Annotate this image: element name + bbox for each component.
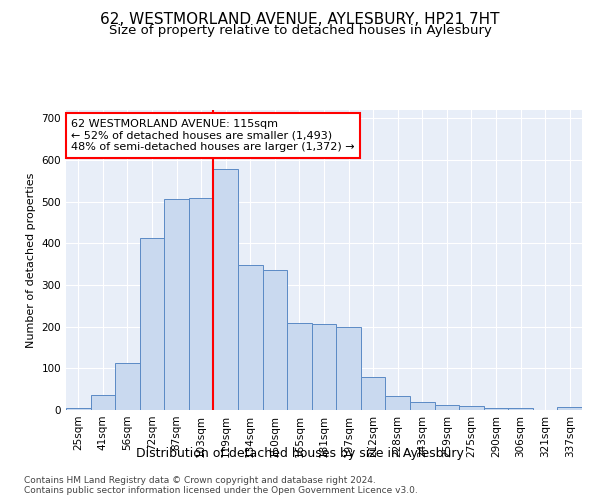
Bar [189,198,214,410]
Bar [214,169,238,410]
Bar [410,402,434,410]
Bar [115,364,140,410]
Bar [484,408,508,410]
Text: Size of property relative to detached houses in Aylesbury: Size of property relative to detached ho… [109,24,491,37]
Bar [287,322,312,410]
Bar [557,407,582,410]
Bar [434,405,459,410]
Bar [336,326,361,410]
Bar [91,396,115,410]
Y-axis label: Number of detached properties: Number of detached properties [26,172,36,348]
Bar [361,376,385,410]
Bar [66,408,91,410]
Text: Contains HM Land Registry data © Crown copyright and database right 2024.
Contai: Contains HM Land Registry data © Crown c… [24,476,418,495]
Text: 62 WESTMORLAND AVENUE: 115sqm
← 52% of detached houses are smaller (1,493)
48% o: 62 WESTMORLAND AVENUE: 115sqm ← 52% of d… [71,119,355,152]
Bar [312,324,336,410]
Text: 62, WESTMORLAND AVENUE, AYLESBURY, HP21 7HT: 62, WESTMORLAND AVENUE, AYLESBURY, HP21 … [100,12,500,28]
Bar [385,396,410,410]
Bar [238,266,263,410]
Text: Distribution of detached houses by size in Aylesbury: Distribution of detached houses by size … [136,448,464,460]
Bar [263,270,287,410]
Bar [459,406,484,410]
Bar [164,198,189,410]
Bar [508,408,533,410]
Bar [140,238,164,410]
